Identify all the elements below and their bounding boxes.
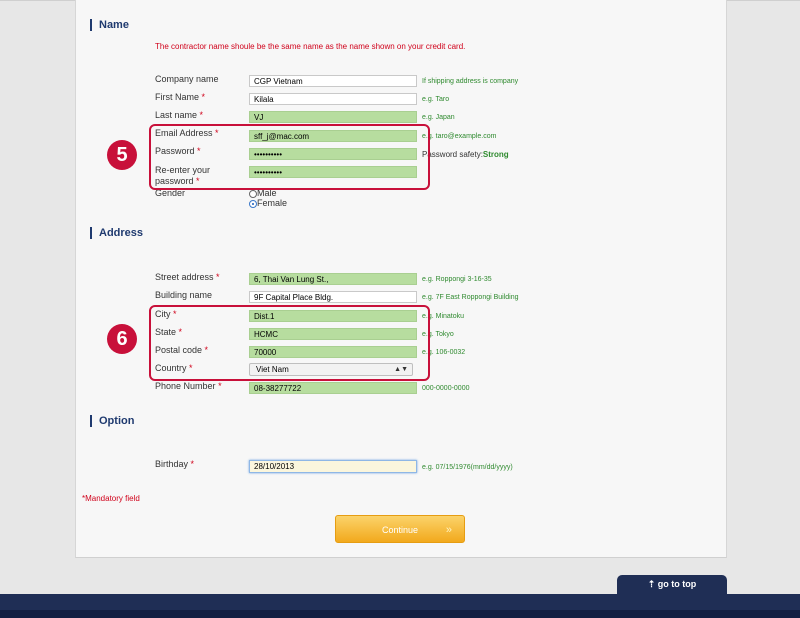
birthday-input[interactable]: 28/10/2013 bbox=[249, 460, 417, 473]
last-name-hint: e.g. Japan bbox=[422, 114, 455, 121]
postal-code-hint: e.g. 106-0032 bbox=[422, 349, 466, 356]
go-to-top-button[interactable]: ⇡ go to top bbox=[617, 575, 727, 594]
section-title-name: Name bbox=[90, 19, 129, 31]
street-address-hint: e.g. Roppongi 3-16-35 bbox=[422, 276, 492, 283]
reenter-password-label: Re-enter your password * bbox=[155, 165, 211, 186]
birthday-label: Birthday * bbox=[155, 459, 195, 469]
country-select[interactable]: Viet Nam ▲▼ bbox=[249, 363, 413, 376]
birthday-hint: e.g. 07/15/1976(mm/dd/yyyy) bbox=[422, 464, 513, 471]
building-name-input[interactable]: 9F Capital Place Bldg. bbox=[249, 291, 417, 303]
section-title-address: Address bbox=[90, 227, 143, 239]
reenter-password-input[interactable]: •••••••••• bbox=[249, 166, 417, 178]
postal-code-input[interactable]: 70000 bbox=[249, 346, 417, 358]
city-hint: e.g. Minatoku bbox=[422, 313, 465, 320]
contractor-notice: The contractor name shoule be the same n… bbox=[155, 42, 466, 51]
gender-label: Gender bbox=[155, 188, 186, 198]
gender-male-option[interactable]: Male bbox=[249, 188, 277, 198]
step-5-marker: 5 bbox=[107, 140, 137, 170]
street-address-label: Street address * bbox=[155, 272, 220, 282]
last-name-input[interactable]: VJ bbox=[249, 111, 417, 123]
select-arrows-icon: ▲▼ bbox=[394, 366, 408, 373]
building-name-hint: e.g. 7F East Roppongi Building bbox=[422, 294, 519, 301]
building-name-label: Building name bbox=[155, 290, 213, 300]
first-name-label: First Name * bbox=[155, 92, 206, 102]
radio-button-icon[interactable] bbox=[249, 189, 257, 198]
city-label: City * bbox=[155, 309, 177, 319]
last-name-label: Last name * bbox=[155, 110, 204, 120]
phone-number-input[interactable]: 08-38277722 bbox=[249, 382, 417, 394]
password-input[interactable]: •••••••••• bbox=[249, 148, 417, 160]
state-input[interactable]: HCMC bbox=[249, 328, 417, 340]
continue-button[interactable]: Continue» bbox=[335, 515, 465, 543]
arrow-up-icon: ⇡ bbox=[647, 579, 656, 589]
double-chevron-right-icon: » bbox=[445, 524, 452, 536]
password-strength-value: Strong bbox=[482, 150, 509, 159]
company-name-label: Company name bbox=[155, 74, 219, 84]
phone-number-hint: 000-0000-0000 bbox=[422, 385, 470, 392]
state-hint: e.g. Tokyo bbox=[422, 331, 454, 338]
email-input[interactable]: sff_j@mac.com bbox=[249, 130, 417, 142]
highlight-box-step-5 bbox=[149, 124, 430, 190]
email-hint: e.g. taro@example.com bbox=[422, 133, 497, 140]
company-name-input[interactable]: CGP Vietnam bbox=[249, 75, 417, 87]
country-label: Country * bbox=[155, 363, 193, 373]
mandatory-field-note: *Mandatory field bbox=[82, 494, 140, 503]
street-address-input[interactable]: 6, Thai Van Lung St., bbox=[249, 273, 417, 285]
section-title-option: Option bbox=[90, 415, 134, 427]
gender-female-option[interactable]: Female bbox=[249, 198, 287, 208]
password-label: Password * bbox=[155, 146, 201, 156]
state-label: State * bbox=[155, 327, 183, 337]
email-label: Email Address * bbox=[155, 128, 219, 138]
phone-number-label: Phone Number * bbox=[155, 381, 222, 391]
postal-code-label: Postal code * bbox=[155, 345, 209, 355]
first-name-hint: e.g. Taro bbox=[422, 96, 450, 103]
first-name-input[interactable]: Kilala bbox=[249, 93, 417, 105]
highlight-box-step-6 bbox=[149, 305, 430, 381]
radio-button-selected-icon[interactable] bbox=[249, 199, 257, 208]
city-input[interactable]: Dist.1 bbox=[249, 310, 417, 322]
company-name-hint: If shipping address is company bbox=[422, 78, 519, 85]
password-safety-hint: Password safety:Strong bbox=[422, 150, 509, 159]
step-6-marker: 6 bbox=[107, 324, 137, 354]
footer-bottom-strip bbox=[0, 610, 800, 618]
